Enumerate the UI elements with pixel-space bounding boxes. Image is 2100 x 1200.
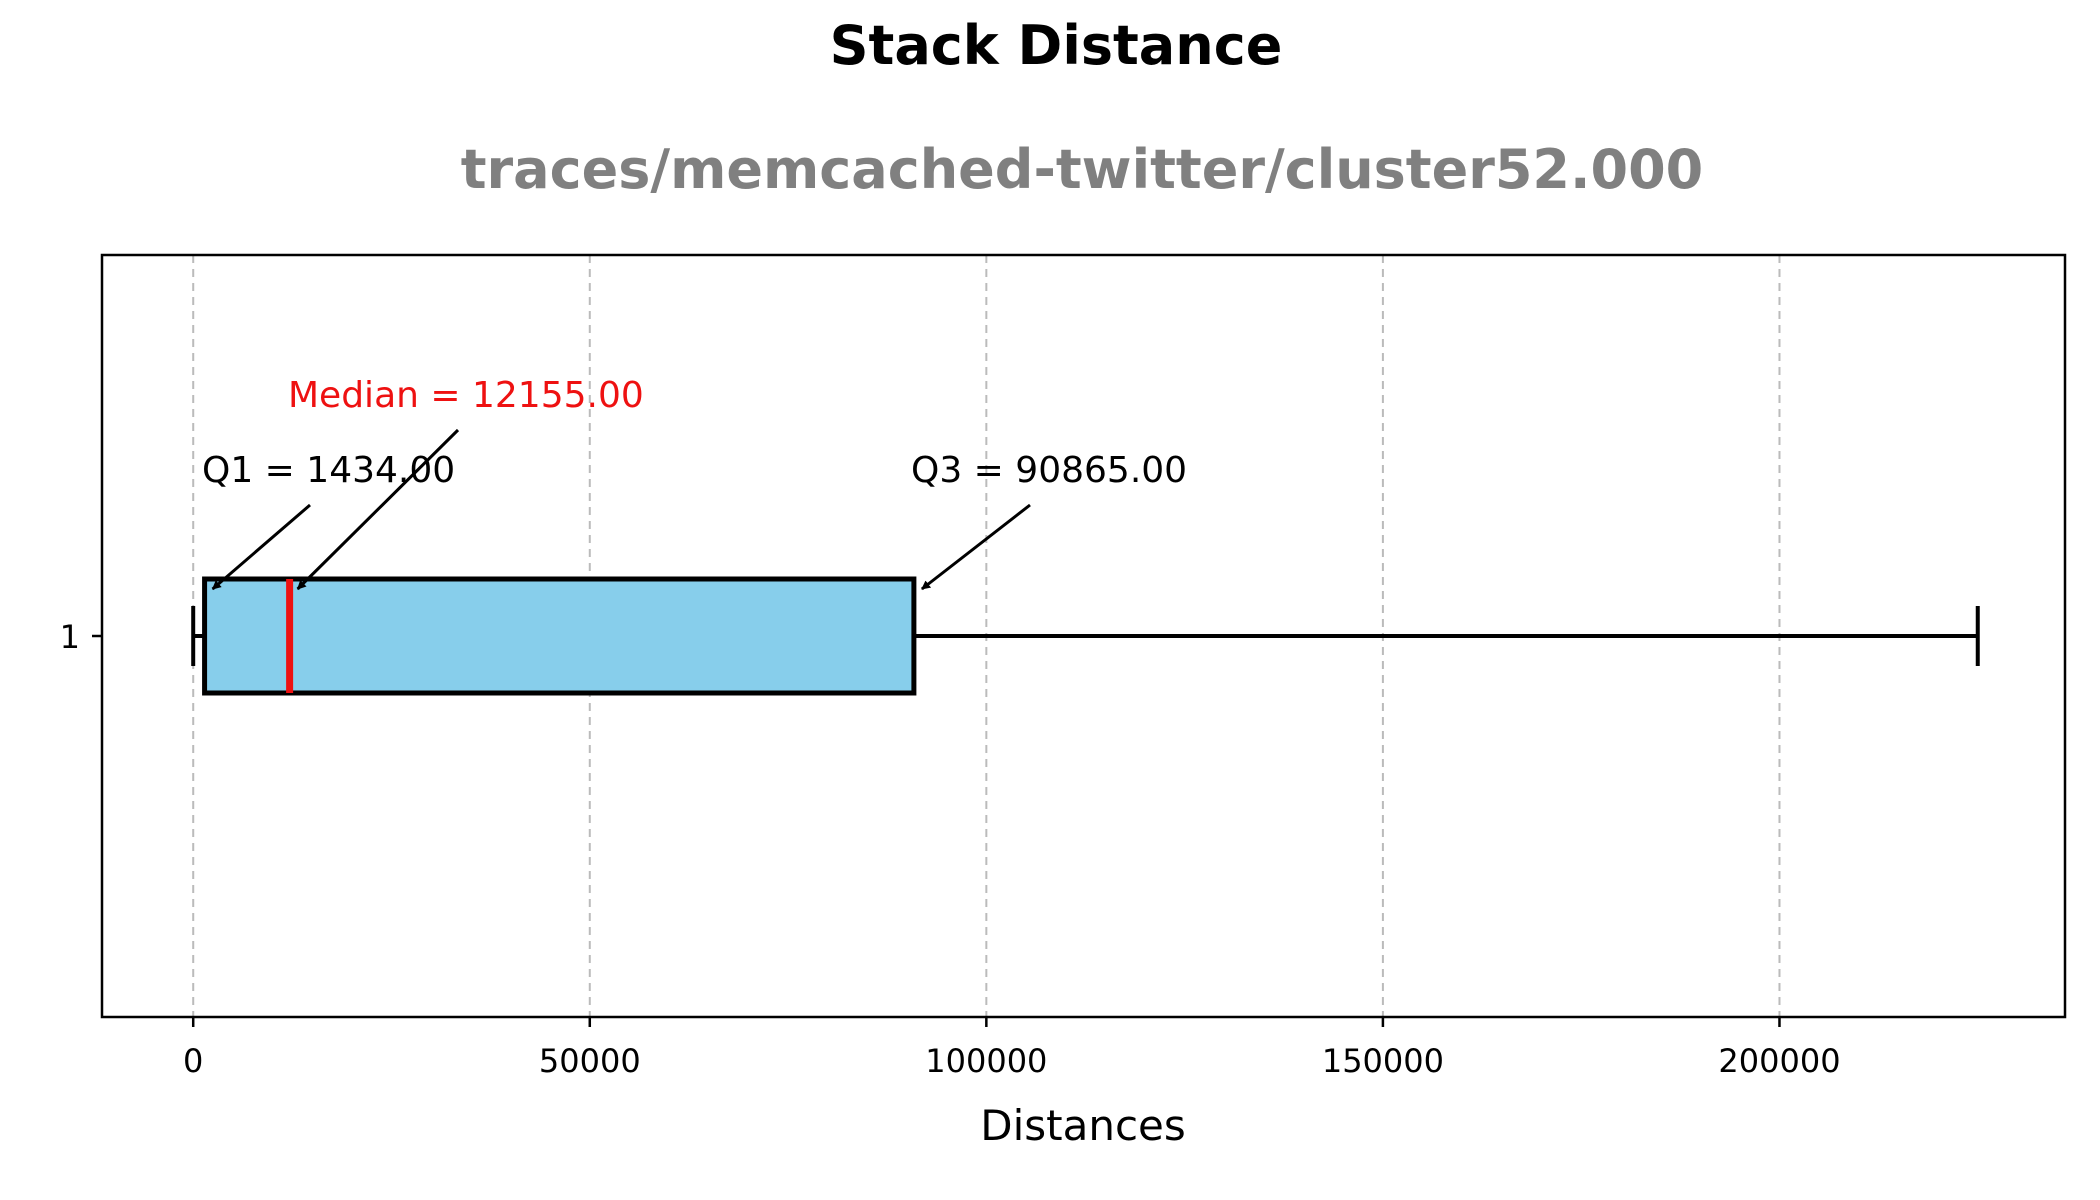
x-axis-label: Distances: [980, 1101, 1186, 1150]
q3-annotation: Q3 = 90865.00: [911, 450, 1187, 491]
iqr-box: [202, 576, 917, 696]
q3-arrow: [920, 503, 1031, 591]
y-axis: 1: [60, 618, 102, 656]
chart-title: Stack Distance: [830, 14, 1283, 77]
chart-subtitle: traces/memcached-twitter/cluster52.000: [461, 138, 1704, 201]
y-tick-label: 1: [60, 618, 80, 656]
annotations: Q1 = 1434.00 Median = 12155.00 Q3 = 9086…: [202, 375, 1187, 591]
box-plot: [191, 576, 1980, 696]
x-tick-label: 100000: [925, 1042, 1047, 1080]
x-tick-label: 50000: [539, 1042, 641, 1080]
median-arrow: [296, 428, 460, 591]
median-annotation: Median = 12155.00: [288, 375, 644, 416]
x-tick-label: 200000: [1718, 1042, 1840, 1080]
q1-annotation: Q1 = 1434.00: [202, 450, 455, 491]
x-tick-label: 0: [183, 1042, 203, 1080]
q1-arrow: [211, 503, 311, 591]
x-tick-label: 150000: [1322, 1042, 1444, 1080]
x-axis: 0 50000 100000 150000 200000: [183, 1017, 1841, 1080]
